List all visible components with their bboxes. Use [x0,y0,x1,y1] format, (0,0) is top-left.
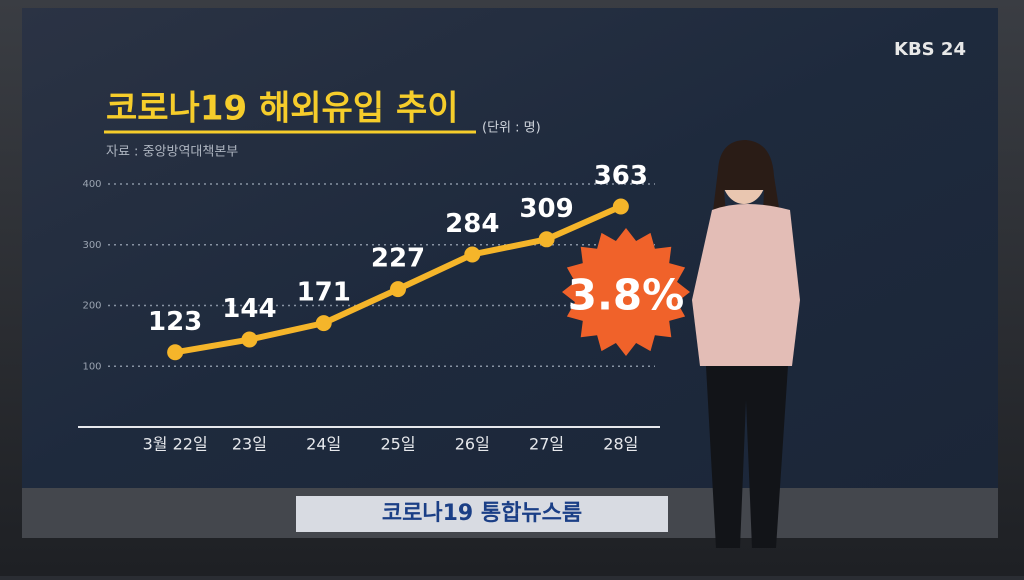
banner-bg [296,496,668,532]
unit-label: (단위 : 명) [482,121,541,136]
value-label: 123 [148,307,202,337]
x-tick-label: 27일 [529,435,564,454]
point [241,331,258,348]
x-tick-label: 25일 [380,435,415,454]
point [315,315,332,332]
point [390,281,406,298]
x-tick-label: 28일 [603,435,638,454]
chart-title: 코로나19 해외유입 추이 [106,89,459,129]
value-label: 227 [371,244,425,274]
x-tick-label: 26일 [455,435,490,454]
value-label: 171 [297,278,351,308]
presenter [692,140,800,548]
y-tick-label: 400 [82,179,101,190]
x-tick-label: 23일 [232,435,267,454]
value-label: 309 [519,194,573,224]
point [538,231,555,248]
y-tick-label: 200 [82,301,101,312]
value-label: 144 [222,294,276,324]
y-tick-label: 300 [82,240,101,251]
plot: 100 200 300 400 123 3월 22일 144 23일 171 24일 227 25일 2… [82,161,655,454]
logo: KBS 24 [894,39,966,60]
x-tick-label: 24일 [306,435,341,454]
trousers [706,366,788,548]
point [167,344,184,361]
source-label: 자료 : 중앙방역대책본부 [106,145,238,160]
y-tick-label: 100 [82,361,101,372]
value-label: 363 [594,161,648,191]
value-label: 284 [445,209,499,239]
jacket [692,204,800,366]
annotation: 3.8% [568,271,684,320]
burst: 3.8% [562,228,690,356]
point [464,246,481,263]
banner: 코로나19 통합뉴스룸 [382,500,582,526]
starburst [562,228,690,356]
x-tick-label: 3월 22일 [143,435,208,454]
point [612,198,629,215]
